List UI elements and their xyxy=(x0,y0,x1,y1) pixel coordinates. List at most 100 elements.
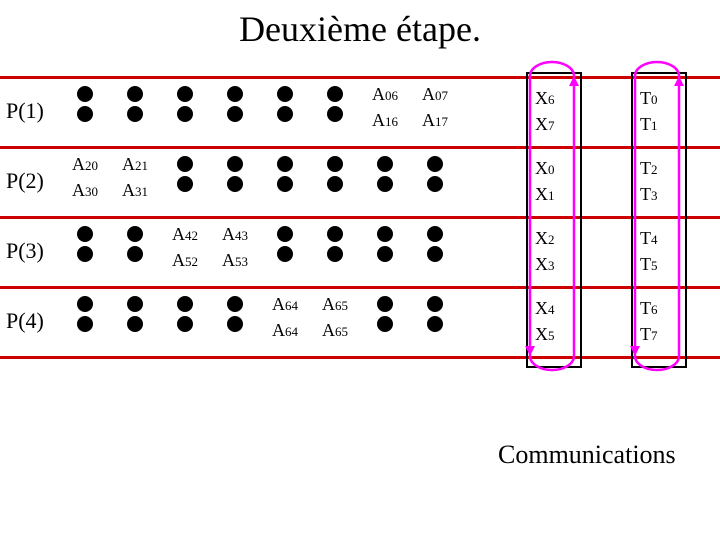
dot-icon xyxy=(327,176,343,192)
matrix-cell: A65A65 xyxy=(310,292,360,348)
matrix-cell xyxy=(160,82,210,138)
matrix-cell xyxy=(310,222,360,278)
diagram: P(1) A06A16A07A17 X6X7 T0T1 P(2) A20A30A21A31… xyxy=(0,76,720,356)
matrix-cell xyxy=(360,292,410,348)
dot-icon xyxy=(427,296,443,312)
matrix-cell: A06A16 xyxy=(360,82,410,138)
dot-icon xyxy=(77,226,93,242)
matrix-cell xyxy=(410,222,460,278)
dot-icon xyxy=(77,296,93,312)
process-row: P(4) A64A64A65A65 X4X5 T6T7 xyxy=(0,286,720,356)
matrix-cell: A43A53 xyxy=(210,222,260,278)
matrix-cell xyxy=(260,222,310,278)
matrix-cell xyxy=(260,82,310,138)
dot-icon xyxy=(77,86,93,102)
dot-icon xyxy=(227,176,243,192)
dot-icon xyxy=(327,86,343,102)
matrix-cell xyxy=(360,222,410,278)
x-cell: X6X7 xyxy=(535,86,555,138)
dot-icon xyxy=(177,106,193,122)
matrix-cell: A21A31 xyxy=(110,152,160,208)
dot-icon xyxy=(377,296,393,312)
dot-icon xyxy=(327,106,343,122)
matrix-cell xyxy=(210,292,260,348)
dot-icon xyxy=(277,246,293,262)
dot-icon xyxy=(377,156,393,172)
dot-icon xyxy=(127,246,143,262)
row-label: P(1) xyxy=(6,98,44,124)
dot-icon xyxy=(277,176,293,192)
matrix-cell xyxy=(310,82,360,138)
dot-icon xyxy=(77,106,93,122)
matrix-cell xyxy=(60,292,110,348)
dot-icon xyxy=(77,316,93,332)
footer-label: Communications xyxy=(498,440,676,470)
matrix-cell xyxy=(260,152,310,208)
matrix-cell xyxy=(110,82,160,138)
matrix-cell xyxy=(110,222,160,278)
dot-icon xyxy=(177,296,193,312)
t-cell: T6T7 xyxy=(640,296,658,348)
dot-icon xyxy=(427,246,443,262)
x-cell: X0X1 xyxy=(535,156,555,208)
t-cell: T4T5 xyxy=(640,226,658,278)
dot-icon xyxy=(127,316,143,332)
dot-icon xyxy=(227,156,243,172)
dot-icon xyxy=(377,316,393,332)
dot-icon xyxy=(327,226,343,242)
dot-icon xyxy=(277,106,293,122)
matrix-cell: A20A30 xyxy=(60,152,110,208)
dot-icon xyxy=(277,156,293,172)
matrix-cell xyxy=(210,82,260,138)
t-cell: T0T1 xyxy=(640,86,658,138)
matrix-cell xyxy=(410,152,460,208)
dot-icon xyxy=(177,86,193,102)
row-label: P(4) xyxy=(6,308,44,334)
dot-icon xyxy=(177,316,193,332)
dot-icon xyxy=(127,86,143,102)
dot-icon xyxy=(227,316,243,332)
matrix-cell: A07A17 xyxy=(410,82,460,138)
matrix-cell: A42A52 xyxy=(160,222,210,278)
matrix-cell xyxy=(60,222,110,278)
separator-line xyxy=(0,356,720,359)
dot-icon xyxy=(227,106,243,122)
process-row: P(3) A42A52A43A53 X2X3 T4T5 xyxy=(0,216,720,286)
matrix-cell xyxy=(310,152,360,208)
matrix-cell xyxy=(360,152,410,208)
matrix-cell xyxy=(160,292,210,348)
dot-icon xyxy=(127,106,143,122)
dot-icon xyxy=(277,86,293,102)
dot-icon xyxy=(177,156,193,172)
matrix-cell xyxy=(160,152,210,208)
row-label: P(3) xyxy=(6,238,44,264)
dot-icon xyxy=(227,296,243,312)
dot-icon xyxy=(277,226,293,242)
matrix-cell xyxy=(60,82,110,138)
dot-icon xyxy=(127,296,143,312)
process-row: P(2) A20A30A21A31 X0X1 T2T3 xyxy=(0,146,720,216)
dot-icon xyxy=(77,246,93,262)
row-label: P(2) xyxy=(6,168,44,194)
dot-icon xyxy=(427,156,443,172)
dot-icon xyxy=(327,156,343,172)
dot-icon xyxy=(127,226,143,242)
dot-icon xyxy=(377,176,393,192)
dot-icon xyxy=(377,246,393,262)
matrix-cell xyxy=(410,292,460,348)
matrix-cell xyxy=(110,292,160,348)
dot-icon xyxy=(427,316,443,332)
dot-icon xyxy=(327,246,343,262)
page-title: Deuxième étape. xyxy=(0,0,720,50)
dot-icon xyxy=(227,86,243,102)
matrix-cell xyxy=(210,152,260,208)
t-cell: T2T3 xyxy=(640,156,658,208)
process-row: P(1) A06A16A07A17 X6X7 T0T1 xyxy=(0,76,720,146)
x-cell: X2X3 xyxy=(535,226,555,278)
dot-icon xyxy=(377,226,393,242)
x-cell: X4X5 xyxy=(535,296,555,348)
matrix-cell: A64A64 xyxy=(260,292,310,348)
dot-icon xyxy=(427,226,443,242)
dot-icon xyxy=(177,176,193,192)
dot-icon xyxy=(427,176,443,192)
